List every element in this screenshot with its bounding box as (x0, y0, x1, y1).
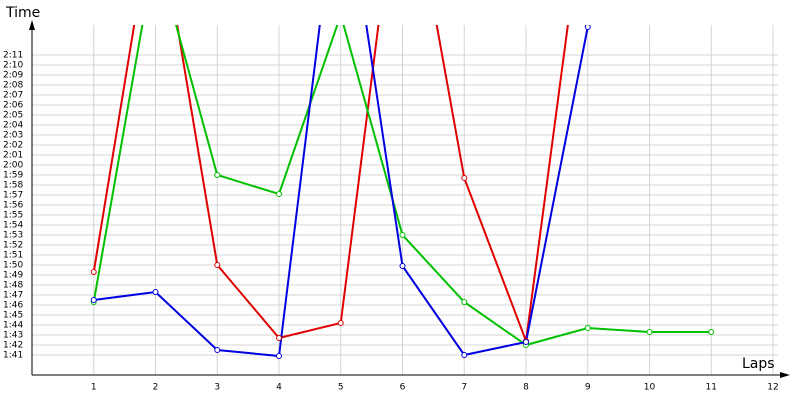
point (461, 299, 468, 305)
y-tick-label: 1:55 (3, 211, 23, 221)
y-tick-label: 1:59 (3, 171, 23, 181)
x-tick-label: 4 (276, 383, 282, 393)
y-tick-label: 2:09 (3, 71, 23, 81)
y-tick-label: 1:57 (3, 191, 23, 201)
point (276, 191, 282, 197)
y-tick-label: 2:08 (3, 81, 23, 91)
point (90, 297, 97, 303)
y-tick-label: 1:46 (3, 301, 23, 311)
y-tick-label: 2:04 (3, 121, 23, 131)
point (214, 172, 221, 178)
series-line (93, 25, 589, 358)
point (214, 347, 221, 353)
y-tick-label: 1:53 (3, 231, 23, 241)
y-tick-label: 1:44 (3, 321, 23, 331)
y-tick-label: 1:47 (3, 291, 23, 301)
point (276, 335, 282, 341)
x-axis-title: Laps (742, 356, 775, 372)
y-tick-label: 2:11 (3, 51, 23, 61)
y-tick-label: 1:51 (3, 251, 23, 261)
x-tick-label: 3 (214, 383, 220, 393)
point (214, 262, 221, 268)
x-tick-label: 12 (767, 383, 778, 393)
y-tick-label: 1:48 (3, 281, 23, 291)
y-tick-label: 2:10 (3, 61, 23, 71)
y-tick-label: 2:07 (3, 91, 23, 101)
point (152, 289, 159, 295)
point (461, 175, 468, 181)
y-tick-label: 2:00 (3, 161, 23, 171)
point (584, 325, 591, 331)
y-tick-label: 1:50 (3, 261, 23, 271)
y-tick-label: 2:03 (3, 131, 23, 141)
x-tick-label: 6 (400, 383, 406, 393)
point (399, 263, 406, 269)
point (337, 320, 344, 326)
y-tick-label: 1:41 (3, 351, 23, 361)
x-arrow (780, 372, 790, 378)
y-arrow (29, 20, 35, 30)
y-tick-label: 1:56 (3, 201, 23, 211)
y-tick-label: 1:52 (3, 241, 23, 251)
x-tick-label: 1 (91, 383, 97, 393)
x-tick-label: 9 (585, 383, 591, 393)
x-tick-label: 10 (644, 383, 656, 393)
x-tick-label: 2 (153, 383, 159, 393)
y-tick-label: 2:06 (3, 101, 23, 111)
point (646, 329, 653, 335)
x-tick-label: 5 (338, 383, 344, 393)
y-tick-label: 1:54 (3, 221, 23, 231)
y-tick-label: 2:02 (3, 141, 23, 151)
y-tick-label: 1:45 (3, 311, 23, 321)
y-tick-label: 1:43 (3, 331, 23, 341)
y-tick-label: 2:01 (3, 151, 23, 161)
y-axis-title: Time (5, 5, 40, 21)
y-tick-label: 1:42 (3, 341, 23, 351)
point (708, 329, 715, 335)
point (523, 339, 529, 345)
y-tick-label: 1:49 (3, 271, 23, 281)
point (276, 353, 282, 359)
point (399, 232, 406, 238)
y-tick-label: 2:05 (3, 111, 23, 121)
point (461, 352, 468, 358)
point (90, 269, 97, 275)
y-tick-label: 1:58 (3, 181, 23, 191)
point (584, 25, 591, 30)
x-tick-label: 8 (523, 383, 529, 393)
point (338, 13, 343, 18)
x-tick-label: 11 (706, 383, 717, 393)
x-tick-label: 7 (461, 383, 467, 393)
